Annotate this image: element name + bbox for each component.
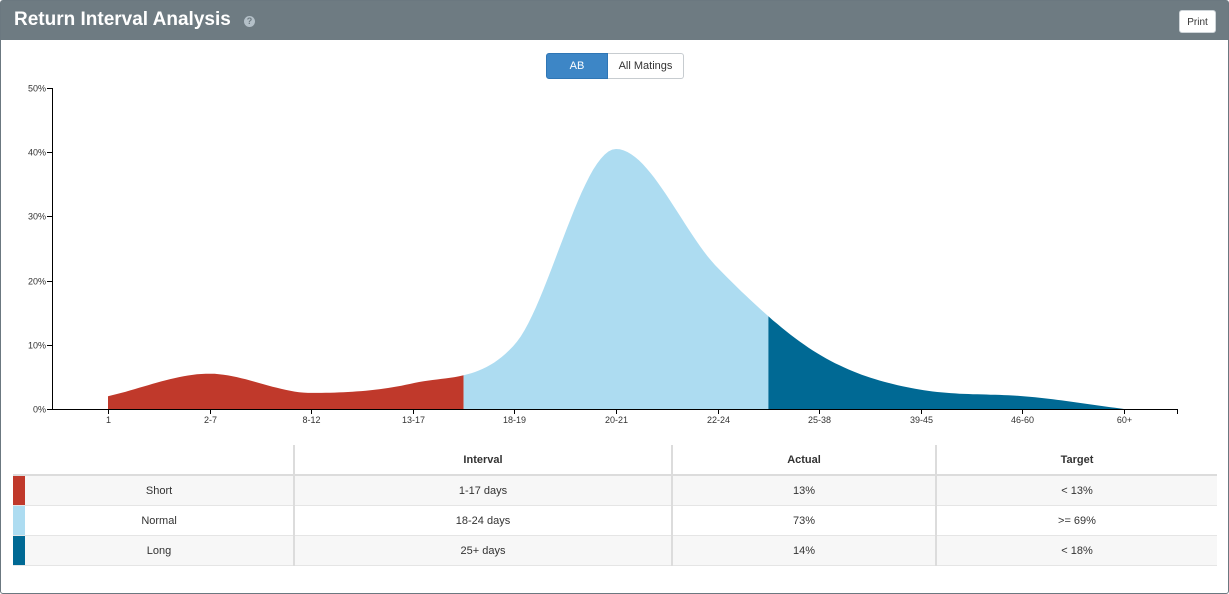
short-color-swatch — [13, 475, 26, 506]
y-tick-label: 20% — [28, 277, 46, 287]
y-tick-label: 30% — [28, 212, 46, 222]
x-tick-label: 2-7 — [204, 415, 217, 425]
table-header-target: Target — [935, 445, 1217, 476]
panel-header: Return Interval Analysis ? Print — [1, 1, 1228, 40]
row-target: < 13% — [935, 475, 1217, 506]
interval-chart: 0% 10% 20% 30% 40% 50% 1 2-7 8-12 13-17 18-19 20-21… — [28, 84, 1178, 425]
x-tick-label: 8-12 — [302, 415, 320, 425]
y-tick-label: 0% — [33, 405, 46, 415]
row-interval: 25+ days — [293, 535, 672, 566]
normal-color-swatch — [13, 505, 26, 536]
y-tick-label: 50% — [28, 84, 46, 94]
table-header-interval: Interval — [293, 445, 672, 476]
print-button[interactable]: Print — [1179, 10, 1216, 33]
x-tick-label: 13-17 — [402, 415, 425, 425]
area-segment-long — [768, 316, 1124, 409]
y-tick-label: 10% — [28, 341, 46, 351]
x-tick-label: 20-21 — [605, 415, 628, 425]
page-title: Return Interval Analysis — [14, 9, 231, 30]
row-interval: 18-24 days — [293, 505, 672, 536]
row-actual: 13% — [671, 475, 936, 506]
x-tick-label: 18-19 — [503, 415, 526, 425]
table-row-long: Long 25+ days 14% < 18% — [13, 535, 1217, 566]
row-name: Long — [25, 535, 294, 566]
question-circle-icon[interactable]: ? — [244, 16, 255, 27]
chart-areas — [108, 149, 1124, 409]
row-actual: 73% — [671, 505, 936, 536]
table-header-actual: Actual — [671, 445, 936, 476]
x-tick-label: 1 — [106, 415, 111, 425]
row-actual: 14% — [671, 535, 936, 566]
table-header-blank — [13, 445, 294, 476]
x-tick-label: 60+ — [1117, 415, 1132, 425]
area-segment-normal — [463, 149, 769, 409]
row-name: Short — [25, 475, 294, 506]
mating-toggle: AB Only All Matings — [546, 53, 684, 96]
table-row-short: Short 1-17 days 13% < 13% — [13, 475, 1217, 506]
table-header-row: Interval Actual Target — [13, 445, 1217, 476]
long-color-swatch — [13, 535, 26, 566]
row-target: >= 69% — [935, 505, 1217, 536]
all-matings-button[interactable]: All Matings — [608, 53, 684, 79]
x-tick-label: 46-60 — [1011, 415, 1034, 425]
ab-only-button[interactable]: AB Only — [546, 53, 608, 96]
area-segment-short — [108, 373, 464, 409]
y-tick-label: 40% — [28, 148, 46, 158]
x-tick-label: 25-38 — [808, 415, 831, 425]
x-tick-label: 39-45 — [910, 415, 933, 425]
interval-summary-table: Interval Actual Target Short 1-17 days 1… — [13, 445, 1217, 566]
table-row-normal: Normal 18-24 days 73% >= 69% — [13, 505, 1217, 536]
row-interval: 1-17 days — [293, 475, 672, 506]
row-name: Normal — [25, 505, 294, 536]
x-tick-label: 22-24 — [707, 415, 730, 425]
row-target: < 18% — [935, 535, 1217, 566]
chart-axes: 0% 10% 20% 30% 40% 50% 1 2-7 8-12 13-17 18-19 20-21… — [28, 84, 1178, 425]
